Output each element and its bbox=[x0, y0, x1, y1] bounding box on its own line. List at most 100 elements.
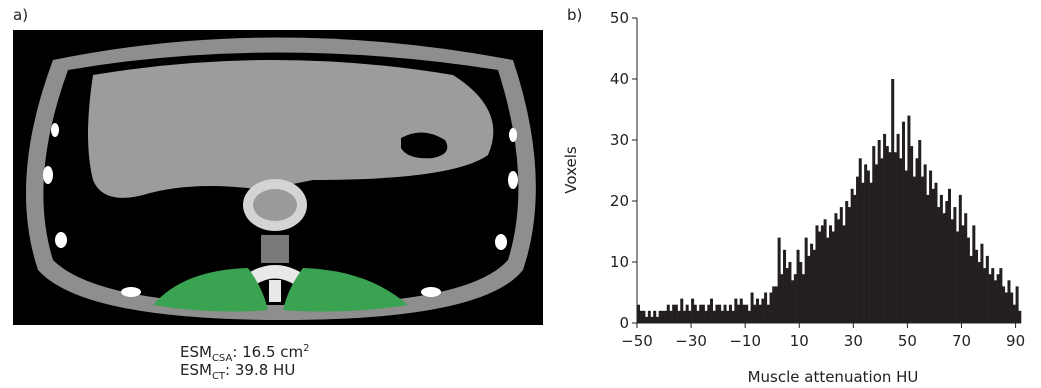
histogram-bar bbox=[723, 304, 727, 323]
histogram-bar bbox=[845, 201, 849, 323]
histogram-bar bbox=[934, 182, 938, 323]
histogram-bar bbox=[701, 304, 705, 323]
histogram-bar bbox=[850, 188, 854, 323]
histogram-bar bbox=[710, 298, 714, 323]
histogram-bar bbox=[653, 310, 657, 323]
histogram-bar bbox=[999, 268, 1003, 323]
esm-ct-prefix: ESM bbox=[180, 361, 212, 379]
histogram-bar bbox=[939, 194, 943, 323]
histogram-bar bbox=[880, 158, 884, 323]
histogram-bar bbox=[696, 310, 700, 323]
histogram-bar bbox=[639, 310, 643, 323]
histogram-bar bbox=[888, 152, 892, 323]
histogram-bar bbox=[985, 255, 989, 323]
histogram-bar bbox=[883, 133, 887, 323]
histogram-bar bbox=[699, 304, 703, 323]
histogram-bar bbox=[704, 310, 708, 323]
histogram-bar bbox=[915, 158, 919, 323]
histogram-bar bbox=[674, 304, 678, 323]
y-tick-label: 40 bbox=[610, 70, 629, 88]
histogram-bar bbox=[885, 146, 889, 323]
histogram-bar bbox=[820, 225, 824, 323]
histogram-bar bbox=[902, 121, 906, 323]
histogram-bar bbox=[712, 310, 716, 323]
histogram-bar bbox=[869, 182, 873, 323]
histogram-bar bbox=[758, 304, 762, 323]
histogram-bar bbox=[715, 304, 719, 323]
histogram-bar bbox=[753, 304, 757, 323]
x-tick-label: 50 bbox=[898, 332, 917, 350]
esm-csa-prefix: ESM bbox=[180, 343, 212, 361]
histogram-bar bbox=[777, 237, 781, 323]
histogram-bar bbox=[769, 292, 773, 323]
x-tick-label: 30 bbox=[844, 332, 863, 350]
histogram-bar bbox=[837, 219, 841, 323]
histogram-bar bbox=[742, 304, 746, 323]
histogram-bar bbox=[788, 262, 792, 323]
histogram-bar bbox=[907, 115, 911, 323]
panel-a-label: a) bbox=[13, 6, 29, 24]
histogram-bar bbox=[839, 207, 843, 323]
histogram-bar bbox=[842, 225, 846, 323]
x-tick-label: −30 bbox=[675, 332, 707, 350]
histogram-bar bbox=[691, 298, 695, 323]
histogram-bar bbox=[923, 164, 927, 323]
histogram-bar bbox=[780, 274, 784, 323]
histogram-bar bbox=[726, 310, 730, 323]
histogram-bar bbox=[1007, 280, 1011, 323]
histogram-bar bbox=[961, 225, 965, 323]
histogram-bar bbox=[801, 274, 805, 323]
histogram-bar bbox=[866, 170, 870, 323]
histogram-bar bbox=[637, 304, 641, 323]
histogram-bar bbox=[858, 158, 862, 323]
histogram-bar bbox=[969, 255, 973, 323]
histogram-bar bbox=[693, 304, 697, 323]
histogram-bar bbox=[904, 170, 908, 323]
esm-csa-subscript: CSA bbox=[211, 353, 233, 364]
esm-ct-caption: ESMCT: 39.8 HU bbox=[180, 361, 295, 386]
ct-scan-image bbox=[13, 30, 543, 325]
histogram-bar bbox=[772, 286, 776, 323]
histogram-bar bbox=[658, 310, 662, 323]
histogram-bar bbox=[688, 310, 692, 323]
chart-axes: 0 10 20 30 40 50 −50 −30 −10 10 30 50 70 90 bbox=[610, 9, 1025, 350]
histogram-bar bbox=[785, 268, 789, 323]
histogram-bar bbox=[864, 164, 868, 323]
histogram-bar bbox=[669, 310, 673, 323]
histogram-bar bbox=[677, 310, 681, 323]
histogram-bar bbox=[931, 188, 935, 323]
histogram-bar bbox=[877, 140, 881, 323]
histogram-bar bbox=[847, 207, 851, 323]
histogram-bar bbox=[812, 249, 816, 323]
histogram-bar bbox=[755, 298, 759, 323]
histogram-bar bbox=[810, 243, 814, 323]
histogram-bar bbox=[829, 225, 833, 323]
histogram-bar bbox=[720, 310, 724, 323]
segmentation-left bbox=[153, 268, 268, 312]
histogram-bar bbox=[1004, 292, 1008, 323]
panel-b-label: b) bbox=[567, 6, 583, 24]
histogram-bar bbox=[856, 176, 860, 323]
histogram-bar bbox=[761, 298, 765, 323]
histogram-bar bbox=[861, 182, 865, 323]
histogram-bar bbox=[899, 158, 903, 323]
histogram-bar bbox=[958, 194, 962, 323]
x-tick-label: −10 bbox=[729, 332, 761, 350]
histogram-bar bbox=[826, 237, 830, 323]
histogram-bar bbox=[988, 274, 992, 323]
histogram-bar bbox=[734, 298, 738, 323]
attenuation-histogram: Voxels Muscle attenuation HU 0 10 20 30 40 50… bbox=[562, 9, 1025, 386]
histogram-bar bbox=[799, 262, 803, 323]
histogram-bar bbox=[655, 316, 659, 323]
histogram-bar bbox=[920, 176, 924, 323]
y-axis-label: Voxels bbox=[562, 146, 580, 194]
histogram-bar bbox=[947, 188, 951, 323]
x-tick-label: 90 bbox=[1006, 332, 1025, 350]
histogram-bar bbox=[728, 304, 732, 323]
histogram-bar bbox=[745, 304, 749, 323]
esm-ct-value: : 39.8 HU bbox=[225, 361, 296, 379]
histogram-bar bbox=[815, 225, 819, 323]
histogram-bar bbox=[791, 280, 795, 323]
histogram-bar bbox=[872, 146, 876, 323]
histogram-bar bbox=[893, 152, 897, 323]
